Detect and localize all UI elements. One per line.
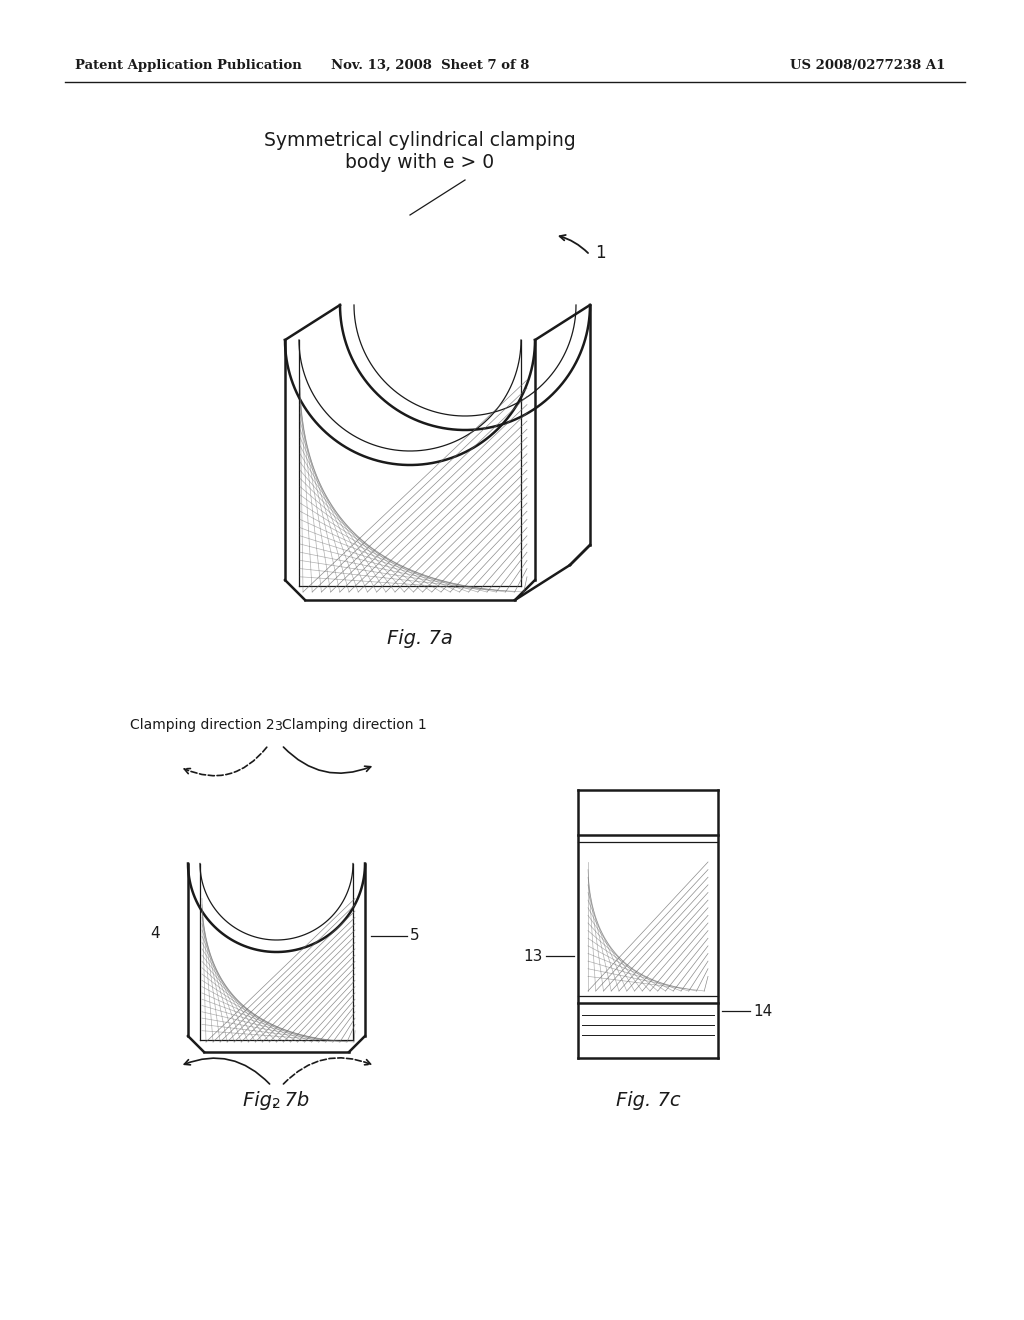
Text: body with e > 0: body with e > 0 [345,153,495,173]
Text: Fig. 7c: Fig. 7c [615,1090,680,1110]
Text: Symmetrical cylindrical clamping: Symmetrical cylindrical clamping [264,131,575,149]
Text: Clamping direction 1: Clamping direction 1 [282,718,426,733]
Text: US 2008/0277238 A1: US 2008/0277238 A1 [790,58,945,71]
Text: 14: 14 [753,1003,772,1019]
Text: 13: 13 [523,949,543,964]
Text: Fig. 7a: Fig. 7a [387,628,453,648]
Text: Patent Application Publication: Patent Application Publication [75,58,302,71]
Text: 5: 5 [410,928,420,944]
Text: Fig. 7b: Fig. 7b [244,1090,309,1110]
Text: 1: 1 [595,244,605,261]
Text: Clamping direction 2: Clamping direction 2 [130,718,274,733]
Text: 2: 2 [272,1097,281,1111]
Text: 4: 4 [151,927,160,941]
Text: Nov. 13, 2008  Sheet 7 of 8: Nov. 13, 2008 Sheet 7 of 8 [331,58,529,71]
Text: 3: 3 [274,719,283,733]
